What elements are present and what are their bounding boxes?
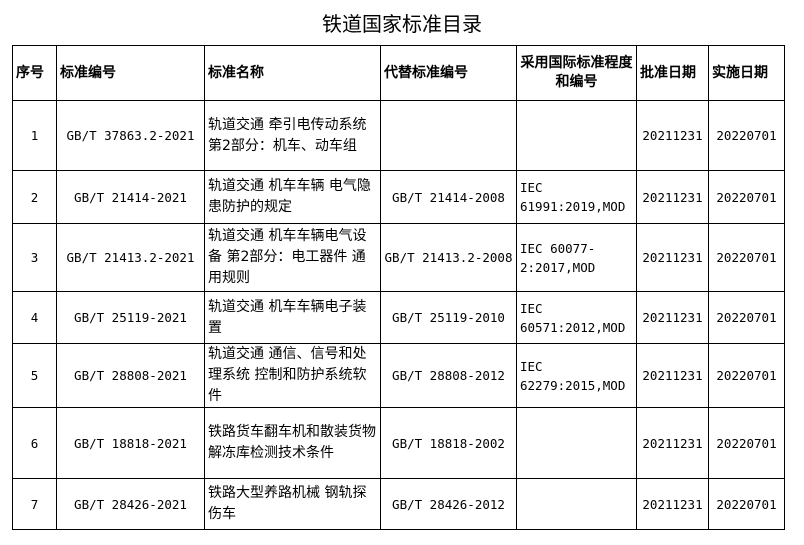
table-row: 7 GB/T 28426-2021 铁路大型养路机械 钢轨探伤车 GB/T 28426… [12,478,785,530]
iec-adoption: IEC 62279:2015,MOD [516,343,637,408]
header-approved: 批准日期 [636,45,709,101]
table-row: 5 GB/T 28808-2021 轨道交通 通信、信号和处理系统 控制和防护系统软… [12,343,785,408]
standard-code: GB/T 21414-2021 [56,170,205,224]
table-row: 1 GB/T 37863.2-2021 轨道交通 牵引电传动系统 第2部分：机车、动… [12,100,785,171]
effective-date: 20220701 [708,100,785,171]
approval-date: 20211231 [636,478,709,530]
table-header-row: 序号 标准编号 标准名称 代替标准编号 采用国际标准程度和编号 批准日期 实施日… [12,45,785,101]
row-number: 6 [12,407,57,479]
header-no: 序号 [12,45,57,101]
standards-table: 序号 标准编号 标准名称 代替标准编号 采用国际标准程度和编号 批准日期 实施日… [12,45,785,530]
header-code: 标准编号 [56,45,205,101]
header-iec: 采用国际标准程度和编号 [516,45,637,101]
iec-adoption [516,100,637,171]
row-number: 4 [12,291,57,344]
approval-date: 20211231 [636,343,709,408]
table-row: 2 GB/T 21414-2021 轨道交通 机车车辆 电气隐患防护的规定 GB/T … [12,170,785,224]
iec-adoption: IEC 61991:2019,MOD [516,170,637,224]
replaced-code: GB/T 21413.2-2008 [380,223,517,292]
replaced-code: GB/T 18818-2002 [380,407,517,479]
replaced-code: GB/T 25119-2010 [380,291,517,344]
effective-date: 20220701 [708,343,785,408]
standard-name: 铁路大型养路机械 钢轨探伤车 [204,478,381,530]
approval-date: 20211231 [636,170,709,224]
row-number: 5 [12,343,57,408]
effective-date: 20220701 [708,407,785,479]
approval-date: 20211231 [636,100,709,171]
standard-code: GB/T 37863.2-2021 [56,100,205,171]
iec-adoption: IEC 60571:2012,MOD [516,291,637,344]
row-number: 2 [12,170,57,224]
iec-adoption: IEC 60077-2:2017,MOD [516,223,637,292]
effective-date: 20220701 [708,223,785,292]
approval-date: 20211231 [636,291,709,344]
table-row: 6 GB/T 18818-2021 铁路货车翻车机和散装货物解冻库检测技术条件 GB/… [12,407,785,479]
table-row: 3 GB/T 21413.2-2021 轨道交通 机车车辆电气设备 第2部分：电工器… [12,223,785,292]
row-number: 3 [12,223,57,292]
approval-date: 20211231 [636,407,709,479]
replaced-code: GB/T 28426-2012 [380,478,517,530]
standard-code: GB/T 18818-2021 [56,407,205,479]
effective-date: 20220701 [708,170,785,224]
header-effective: 实施日期 [708,45,785,101]
iec-adoption [516,407,637,479]
row-number: 1 [12,100,57,171]
standard-code: GB/T 25119-2021 [56,291,205,344]
standard-code: GB/T 21413.2-2021 [56,223,205,292]
page-title: 铁道国家标准目录 [322,12,482,36]
header-name: 标准名称 [204,45,381,101]
replaced-code: GB/T 21414-2008 [380,170,517,224]
standard-name: 轨道交通 牵引电传动系统 第2部分：机车、动车组 [204,100,381,171]
row-number: 7 [12,478,57,530]
standard-name: 轨道交通 机车车辆电子装置 [204,291,381,344]
replaced-code: GB/T 28808-2012 [380,343,517,408]
approval-date: 20211231 [636,223,709,292]
effective-date: 20220701 [708,291,785,344]
standard-code: GB/T 28808-2021 [56,343,205,408]
standard-name: 铁路货车翻车机和散装货物解冻库检测技术条件 [204,407,381,479]
standard-name: 轨道交通 机车车辆电气设备 第2部分：电工器件 通用规则 [204,223,381,292]
standard-name: 轨道交通 通信、信号和处理系统 控制和防护系统软件 [204,343,381,408]
standard-name: 轨道交通 机车车辆 电气隐患防护的规定 [204,170,381,224]
replaced-code [380,100,517,171]
table-row: 4 GB/T 25119-2021 轨道交通 机车车辆电子装置 GB/T 25119-… [12,291,785,344]
effective-date: 20220701 [708,478,785,530]
iec-adoption [516,478,637,530]
header-replaces: 代替标准编号 [380,45,517,101]
standard-code: GB/T 28426-2021 [56,478,205,530]
